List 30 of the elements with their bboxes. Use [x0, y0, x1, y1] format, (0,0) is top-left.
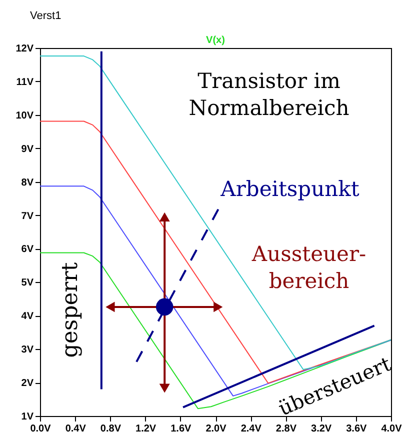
annotation: Aussteuer- bereich — [250, 242, 366, 293]
y-tick-label: 5V — [21, 278, 34, 289]
y-tick-label: 4V — [21, 311, 34, 322]
x-tick-label: 1.6V — [170, 424, 192, 434]
x-tick-label: 2.8V — [276, 424, 297, 434]
y-tick-label: 11V — [16, 76, 34, 88]
x-tick-label: 0.4V — [65, 424, 86, 434]
x-tick-label: 3.2V — [311, 424, 332, 434]
text: V(x) — [206, 35, 225, 46]
annotation: gesperrt — [58, 262, 83, 358]
x-tick-label: 2.0V — [206, 424, 227, 434]
annotation: Arbeitspunkt — [220, 177, 360, 201]
x-tick-label: 3.6V — [346, 424, 368, 434]
chart-title: Verst1 — [30, 10, 62, 22]
y-tick-label: 10V — [16, 110, 34, 122]
x-tick-label: 1.2V — [136, 424, 156, 434]
x-tick-label: 0.0V — [30, 424, 52, 434]
x-tick-label: 4.0V — [381, 424, 402, 434]
y-tick-label: 1V — [21, 412, 34, 422]
y-tick-label: 12V — [16, 44, 34, 54]
annotation: Transistor im Normalbereich — [188, 69, 350, 120]
y-tick-label: 9V — [21, 144, 34, 155]
point — [156, 298, 174, 316]
y-tick-label: 2V — [21, 378, 34, 390]
y-tick-label: 8V — [21, 177, 34, 188]
y-tick-label: 3V — [21, 344, 34, 356]
y-tick-label: 6V — [21, 244, 34, 256]
x-tick-label: 2.4V — [240, 424, 262, 434]
y-tick-label: 7V — [21, 210, 34, 222]
x-tick-label: 0.8V — [100, 424, 122, 434]
